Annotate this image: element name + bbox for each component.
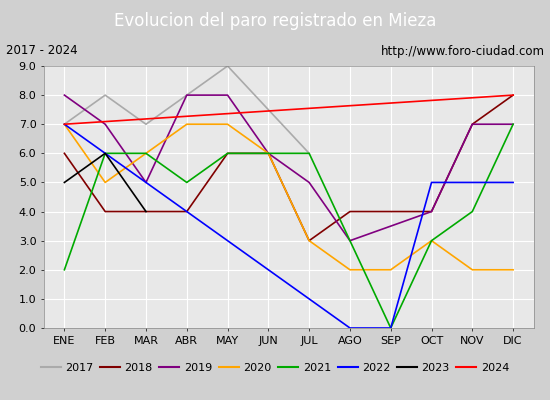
2018 <box>265 151 272 156</box>
2022 <box>61 122 68 127</box>
2018 <box>469 122 476 127</box>
2019 <box>224 93 231 98</box>
2018 <box>224 151 231 156</box>
2018 <box>61 151 68 156</box>
2023 <box>142 209 149 214</box>
2018 <box>142 209 149 214</box>
Line: 2017: 2017 <box>64 66 309 153</box>
2019 <box>428 209 435 214</box>
2022 <box>387 326 394 330</box>
Line: 2021: 2021 <box>64 124 513 328</box>
2021 <box>265 151 272 156</box>
2022 <box>469 180 476 185</box>
2020 <box>224 122 231 127</box>
2019 <box>306 180 312 185</box>
2018 <box>510 93 516 98</box>
2023 <box>102 151 108 156</box>
2020 <box>346 267 353 272</box>
2020 <box>142 151 149 156</box>
Text: Evolucion del paro registrado en Mieza: Evolucion del paro registrado en Mieza <box>114 12 436 30</box>
2021 <box>510 122 516 127</box>
2021 <box>469 209 476 214</box>
2018 <box>428 209 435 214</box>
2019 <box>61 93 68 98</box>
2017 <box>224 64 231 68</box>
2020 <box>428 238 435 243</box>
2020 <box>510 267 516 272</box>
2019 <box>469 122 476 127</box>
2020 <box>102 180 108 185</box>
Line: 2018: 2018 <box>64 95 513 241</box>
2020 <box>61 122 68 127</box>
2022 <box>428 180 435 185</box>
2019 <box>387 224 394 228</box>
2022 <box>510 180 516 185</box>
2020 <box>469 267 476 272</box>
2022 <box>346 326 353 330</box>
2021 <box>102 151 108 156</box>
2019 <box>265 151 272 156</box>
2018 <box>184 209 190 214</box>
2023 <box>61 180 68 185</box>
Line: 2019: 2019 <box>64 95 513 241</box>
Line: 2020: 2020 <box>64 124 513 270</box>
2019 <box>102 122 108 127</box>
2018 <box>346 209 353 214</box>
2018 <box>387 209 394 214</box>
2021 <box>224 151 231 156</box>
2021 <box>387 326 394 330</box>
Legend: 2017, 2018, 2019, 2020, 2021, 2022, 2023, 2024: 2017, 2018, 2019, 2020, 2021, 2022, 2023… <box>36 358 514 378</box>
Line: 2022: 2022 <box>64 124 513 328</box>
2018 <box>102 209 108 214</box>
2022 <box>142 180 149 185</box>
2017 <box>142 122 149 127</box>
2022 <box>102 151 108 156</box>
2017 <box>102 93 108 98</box>
2021 <box>184 180 190 185</box>
2019 <box>510 122 516 127</box>
2021 <box>142 151 149 156</box>
2018 <box>306 238 312 243</box>
Text: http://www.foro-ciudad.com: http://www.foro-ciudad.com <box>381 44 544 58</box>
2017 <box>306 151 312 156</box>
2020 <box>387 267 394 272</box>
Text: 2017 - 2024: 2017 - 2024 <box>6 44 77 58</box>
2019 <box>184 93 190 98</box>
2020 <box>265 151 272 156</box>
2021 <box>306 151 312 156</box>
Line: 2023: 2023 <box>64 153 146 212</box>
2017 <box>61 122 68 127</box>
2020 <box>184 122 190 127</box>
2020 <box>306 238 312 243</box>
2019 <box>346 238 353 243</box>
2021 <box>346 238 353 243</box>
2019 <box>142 180 149 185</box>
2021 <box>61 267 68 272</box>
2021 <box>428 238 435 243</box>
